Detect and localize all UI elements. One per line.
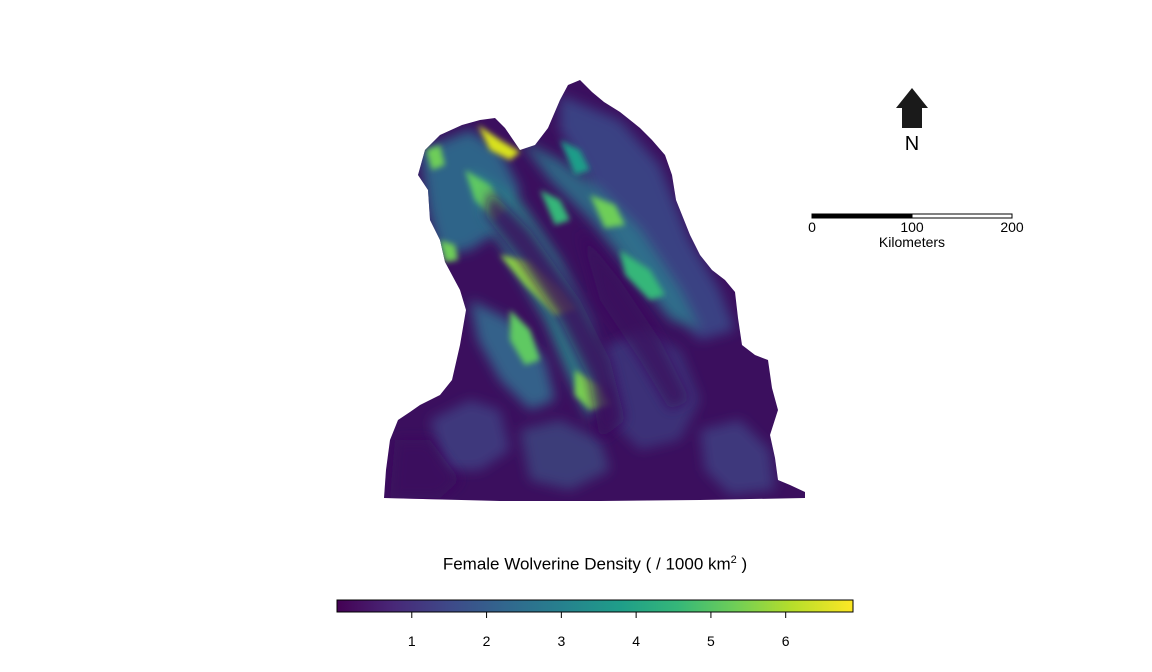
density-raster bbox=[384, 80, 805, 501]
legend-title: Female Wolverine Density ( / 1000 km2 ) bbox=[345, 554, 845, 575]
legend-tick-label: 6 bbox=[781, 633, 790, 649]
legend-title-text: Female Wolverine Density ( / 1000 km bbox=[442, 554, 731, 574]
scale-bar-segment-dark bbox=[811, 213, 913, 219]
scale-tick-200: 200 bbox=[1000, 219, 1024, 235]
legend-colorbar bbox=[336, 599, 854, 618]
north-label: N bbox=[904, 133, 920, 155]
scale-tick-100: 100 bbox=[900, 219, 924, 235]
legend-tick-label: 4 bbox=[632, 633, 641, 649]
legend-tick-label: 1 bbox=[407, 633, 416, 649]
legend-title-superscript: 2 bbox=[730, 554, 737, 566]
legend-title-suffix: ) bbox=[736, 554, 748, 574]
scale-bar-segment-light bbox=[911, 213, 1013, 219]
legend-tick-label: 5 bbox=[707, 633, 715, 649]
scale-bar bbox=[811, 213, 1013, 219]
legend-tick-label: 3 bbox=[557, 633, 566, 649]
legend-tick-label: 2 bbox=[482, 633, 491, 649]
north-arrow-icon bbox=[896, 88, 928, 128]
raster-low-valleys bbox=[390, 190, 690, 498]
scale-tick-0: 0 bbox=[808, 219, 816, 235]
scale-unit-label: Kilometers bbox=[878, 234, 946, 250]
